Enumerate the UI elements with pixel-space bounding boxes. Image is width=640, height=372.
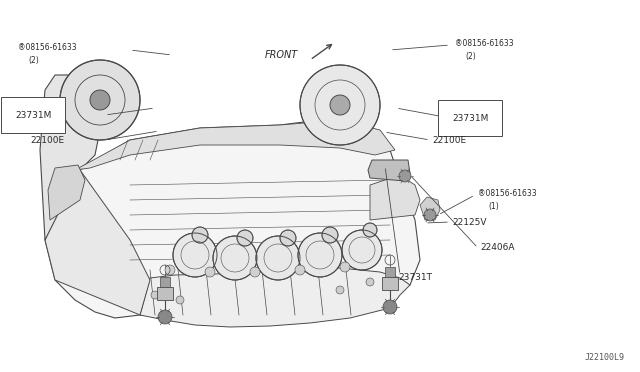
Circle shape [60, 60, 140, 140]
Circle shape [298, 233, 342, 277]
Polygon shape [385, 267, 395, 277]
Text: 23731T: 23731T [398, 273, 432, 282]
Circle shape [295, 265, 305, 275]
Circle shape [256, 236, 300, 280]
Circle shape [424, 209, 436, 221]
Text: (1): (1) [488, 202, 499, 211]
Polygon shape [382, 277, 398, 290]
Text: 22406A: 22406A [480, 244, 515, 253]
Circle shape [280, 230, 296, 246]
Circle shape [383, 300, 397, 314]
Text: 22100E: 22100E [432, 135, 466, 144]
Circle shape [330, 95, 350, 115]
Text: (2): (2) [465, 51, 476, 61]
Polygon shape [157, 287, 173, 300]
Text: ®08156-61633: ®08156-61633 [455, 38, 514, 48]
Circle shape [90, 90, 110, 110]
Polygon shape [45, 120, 420, 318]
Circle shape [322, 227, 338, 243]
Circle shape [399, 170, 411, 182]
Circle shape [158, 310, 172, 324]
Circle shape [363, 223, 377, 237]
Circle shape [176, 296, 184, 304]
Text: (2): (2) [28, 55, 39, 64]
Text: 23731M: 23731M [15, 110, 51, 119]
Circle shape [213, 236, 257, 280]
Circle shape [342, 230, 382, 270]
Circle shape [165, 265, 175, 275]
Polygon shape [420, 197, 440, 220]
Text: 22100E: 22100E [30, 135, 64, 144]
Text: J22100L9: J22100L9 [585, 353, 625, 362]
Polygon shape [368, 160, 410, 181]
Circle shape [336, 286, 344, 294]
Text: 23731M: 23731M [452, 113, 488, 122]
Polygon shape [140, 268, 410, 327]
Circle shape [151, 291, 159, 299]
Circle shape [205, 267, 215, 277]
Text: FRONT: FRONT [265, 50, 298, 60]
Polygon shape [75, 120, 395, 170]
Circle shape [366, 278, 374, 286]
Circle shape [173, 233, 217, 277]
Circle shape [192, 227, 208, 243]
Polygon shape [45, 170, 150, 315]
Circle shape [237, 230, 253, 246]
Polygon shape [160, 277, 170, 287]
Text: ®08156-61633: ®08156-61633 [18, 42, 77, 51]
Text: ®08156-61633: ®08156-61633 [478, 189, 536, 198]
Circle shape [250, 267, 260, 277]
Polygon shape [370, 175, 420, 220]
Circle shape [340, 262, 350, 272]
Text: 22125V: 22125V [452, 218, 486, 227]
Circle shape [300, 65, 380, 145]
Polygon shape [40, 75, 100, 240]
Polygon shape [48, 165, 85, 220]
